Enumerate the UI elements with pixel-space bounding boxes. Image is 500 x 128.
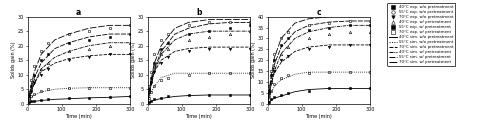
- Legend: 40°C exp. w/o pretreatment, 55°C exp. w/o pretreatment, 70°C exp. w/o pretreatme: 40°C exp. w/o pretreatment, 55°C exp. w/…: [387, 3, 456, 66]
- Y-axis label: Solids gain (%): Solids gain (%): [132, 42, 136, 78]
- X-axis label: Time (min): Time (min): [306, 114, 332, 119]
- X-axis label: Time (min): Time (min): [66, 114, 92, 119]
- X-axis label: Time (min): Time (min): [186, 114, 212, 119]
- Y-axis label: Solids gain (%): Solids gain (%): [252, 42, 256, 78]
- Title: c: c: [316, 8, 321, 17]
- Y-axis label: Solids gain (%): Solids gain (%): [12, 42, 16, 78]
- Title: a: a: [76, 8, 82, 17]
- Title: b: b: [196, 8, 202, 17]
